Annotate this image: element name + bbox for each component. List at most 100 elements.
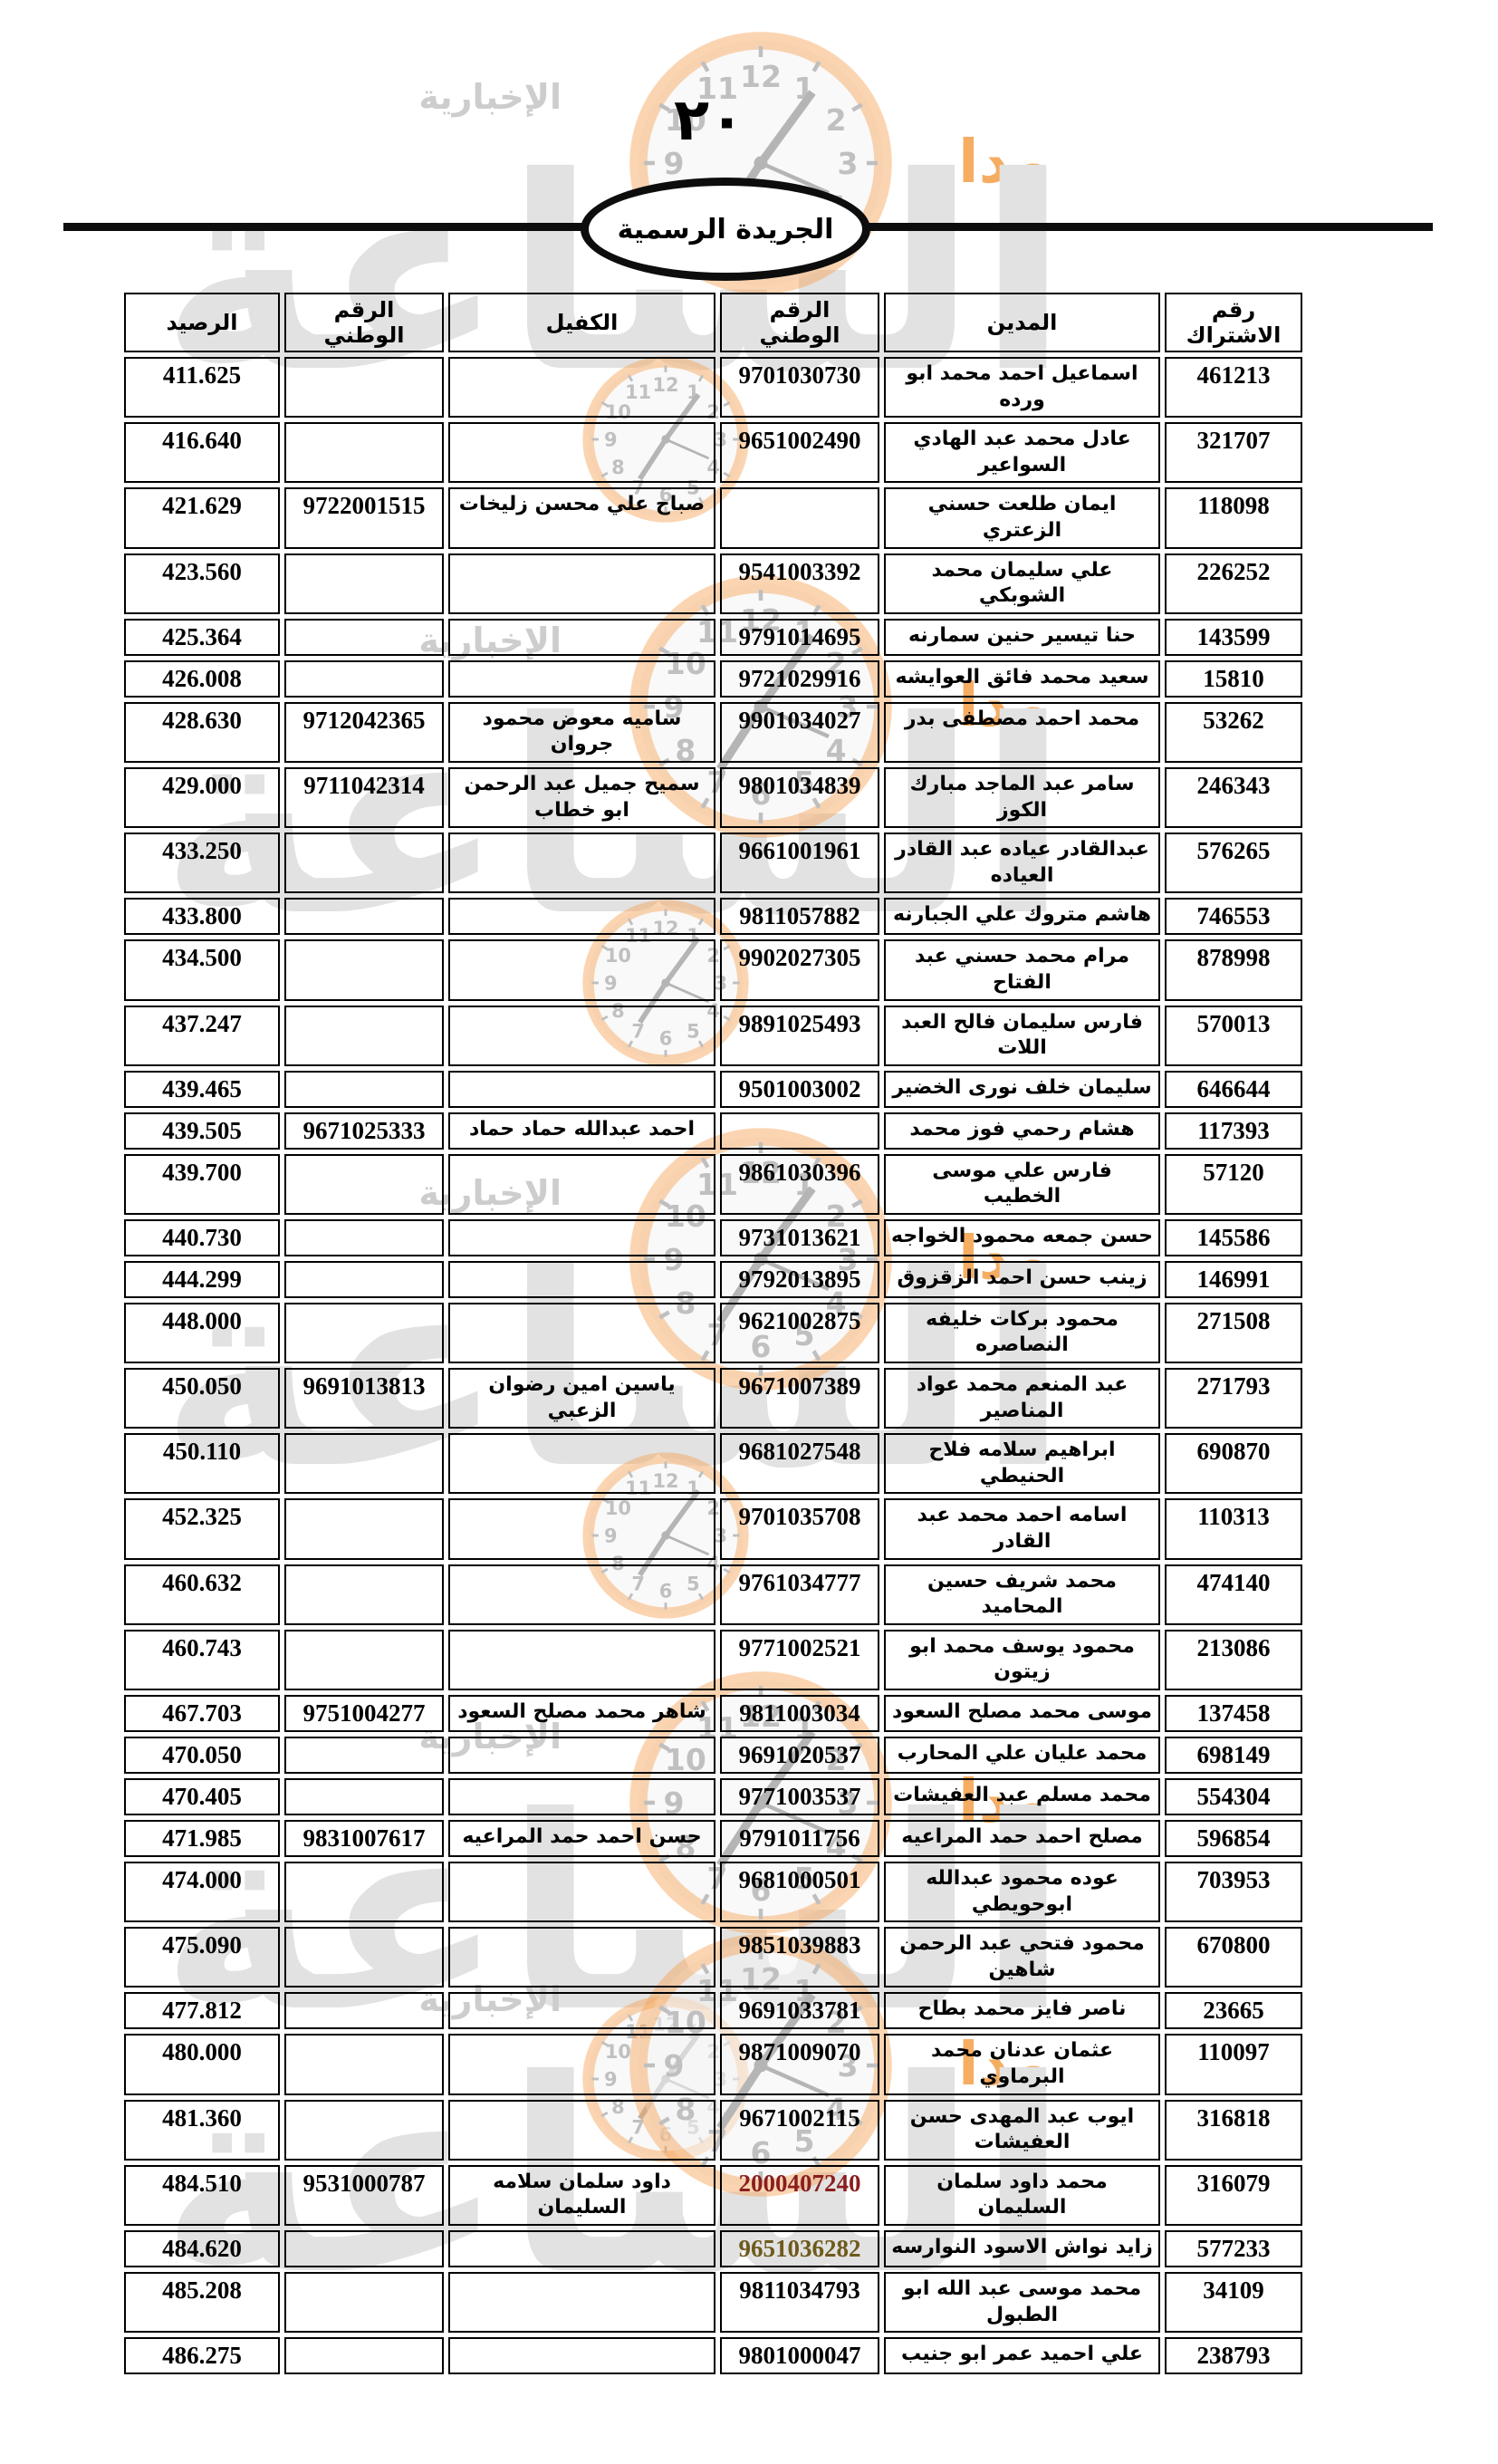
cell-debtor-national-id: 9691020537 — [720, 1737, 879, 1774]
table-row: 271793 عبد المنعم محمد عواد المناصير 96710… — [124, 1368, 1302, 1429]
cell-balance: 434.500 — [124, 939, 280, 1001]
cell-debtor-national-id: 2000407240 — [720, 2164, 879, 2226]
cell-subscription-number: 57120 — [1165, 1153, 1302, 1215]
cell-debtor-national-id: 9792013895 — [720, 1260, 879, 1298]
cell-guarantor-name — [448, 2229, 715, 2267]
cell-debtor-national-id: 9851039883 — [720, 1927, 879, 1988]
cell-guarantor-national-id — [284, 1218, 444, 1256]
cell-debtor-national-id: 9801034839 — [720, 766, 879, 829]
cell-debtor-name: محمود فتحي عبد الرحمن شاهين — [884, 1927, 1160, 1988]
cell-balance: 484.510 — [124, 2164, 280, 2226]
cell-balance: 433.800 — [124, 898, 280, 936]
cell-debtor-national-id: 9681000501 — [720, 1862, 879, 1923]
col-header-guarantor: الكفيل — [448, 293, 715, 352]
table-row: 746553 هاشم متروك علي الجبارنه 9811057882 … — [124, 898, 1302, 936]
cell-debtor-national-id: 9701030730 — [720, 357, 879, 419]
cell-balance: 460.632 — [124, 1564, 280, 1625]
cell-balance: 425.364 — [124, 618, 280, 656]
cell-debtor-national-id: 9771003537 — [720, 1778, 879, 1815]
cell-debtor-national-id: 9671002115 — [720, 2099, 879, 2161]
cell-subscription-number: 271793 — [1165, 1368, 1302, 1429]
cell-subscription-number: 316818 — [1165, 2099, 1302, 2161]
table-row: 698149 محمد عليان علي المحارب 9691020537 4… — [124, 1737, 1302, 1774]
cell-guarantor-national-id — [284, 2099, 444, 2161]
cell-debtor-national-id: 9891025493 — [720, 1005, 879, 1066]
cell-guarantor-national-id — [284, 1433, 444, 1495]
table-row: 226252 علي سليمان محمد الشوبكي 9541003392 … — [124, 553, 1302, 614]
cell-balance: 439.505 — [124, 1112, 280, 1150]
cell-guarantor-name — [448, 1433, 715, 1495]
cell-debtor-name: عادل محمد عبد الهادي السواعير — [884, 422, 1160, 484]
cell-subscription-number: 703953 — [1165, 1862, 1302, 1923]
table-row: 570013 فارس سليمان فالح العبد اللات 989102… — [124, 1005, 1302, 1066]
cell-debtor-name: علي احميد عمر ابو جنيب — [884, 2337, 1160, 2375]
col-header-debtor-national-id: الرقم الوطني — [720, 293, 879, 352]
cell-balance: 460.743 — [124, 1629, 280, 1690]
cell-debtor-national-id: 9621002875 — [720, 1302, 879, 1364]
table-row: 238793 علي احميد عمر ابو جنيب 9801000047 4… — [124, 2337, 1302, 2375]
cell-subscription-number: 145586 — [1165, 1218, 1302, 1256]
gazette-banner-title: الجريدة الرسمية — [617, 213, 834, 245]
cell-subscription-number: 110313 — [1165, 1498, 1302, 1560]
cell-subscription-number: 577233 — [1165, 2229, 1302, 2267]
cell-guarantor-national-id — [284, 1498, 444, 1560]
cell-balance: 471.985 — [124, 1820, 280, 1857]
cell-subscription-number: 34109 — [1165, 2271, 1302, 2334]
cell-guarantor-national-id — [284, 1070, 444, 1108]
cell-guarantor-national-id — [284, 1992, 444, 2030]
cell-balance: 452.325 — [124, 1498, 280, 1560]
cell-guarantor-name — [448, 898, 715, 936]
cell-guarantor-name: ساميه معوض محمود جروان — [448, 701, 715, 763]
cell-guarantor-name: سميح جميل عبد الرحمن ابو خطاب — [448, 766, 715, 829]
cell-subscription-number: 146991 — [1165, 1260, 1302, 1298]
table-row: 646644 سليمان خلف نورى الخضير 9501003002 4… — [124, 1070, 1302, 1108]
cell-debtor-name: ايمان طلعت حسني الزعتري — [884, 487, 1160, 549]
col-header-guarantor-national-id: الرقم الوطني — [284, 293, 444, 352]
col-header-balance: الرصيد — [124, 293, 280, 352]
cell-balance: 467.703 — [124, 1695, 280, 1732]
cell-balance: 484.620 — [124, 2229, 280, 2267]
cell-subscription-number: 15810 — [1165, 659, 1302, 698]
svg-text:2: 2 — [826, 102, 847, 138]
cell-debtor-name: فارس سليمان فالح العبد اللات — [884, 1005, 1160, 1066]
table-row: 246343 سامر عبد الماجد مبارك الكوز 9801034… — [124, 766, 1302, 829]
cell-balance: 481.360 — [124, 2099, 280, 2161]
cell-debtor-name: ابراهيم سلامه فلاح الحنيطي — [884, 1433, 1160, 1495]
cell-guarantor-national-id — [284, 1629, 444, 1690]
cell-guarantor-name: داود سلمان سلامه السليمان — [448, 2164, 715, 2226]
cell-debtor-name: محمود بركات خليفه النصاصره — [884, 1302, 1160, 1364]
cell-debtor-national-id: 9791014695 — [720, 618, 879, 656]
svg-text:3: 3 — [838, 146, 859, 181]
cell-guarantor-name: ياسين امين رضوان الزعبي — [448, 1368, 715, 1429]
cell-debtor-national-id: 9691033781 — [720, 1992, 879, 2030]
cell-debtor-name: ناصر فايز محمد بطاح — [884, 1992, 1160, 2030]
cell-guarantor-national-id — [284, 1862, 444, 1923]
cell-debtor-name: عوده محمود عبدالله ابوحويطي — [884, 1862, 1160, 1923]
cell-subscription-number: 117393 — [1165, 1112, 1302, 1150]
table-row: 146991 زينب حسن احمد الزقزوق 9792013895 44… — [124, 1260, 1302, 1298]
cell-guarantor-national-id — [284, 1778, 444, 1815]
table-row: 316818 ايوب عبد المهدى حسن العفيشات 967100… — [124, 2099, 1302, 2161]
cell-subscription-number: 698149 — [1165, 1737, 1302, 1774]
cell-debtor-name: اسماعيل احمد محمد ابو ورده — [884, 357, 1160, 419]
table-row: 878998 مرام محمد حسني عبد الفتاح 990202730… — [124, 939, 1302, 1001]
cell-guarantor-national-id — [284, 1302, 444, 1364]
cell-debtor-name: ايوب عبد المهدى حسن العفيشات — [884, 2099, 1160, 2161]
table-row: 577233 زايد نواش الاسود النوارسه 965103628… — [124, 2229, 1302, 2267]
cell-debtor-name: محمود يوسف محمد ابو زيتون — [884, 1629, 1160, 1690]
cell-debtor-national-id: 9671007389 — [720, 1368, 879, 1429]
cell-balance: 439.700 — [124, 1153, 280, 1215]
cell-guarantor-name — [448, 659, 715, 698]
cell-guarantor-name — [448, 1153, 715, 1215]
cell-balance: 470.405 — [124, 1778, 280, 1815]
cell-guarantor-national-id: 9671025333 — [284, 1112, 444, 1150]
cell-debtor-name: اسامه احمد محمد عبد القادر — [884, 1498, 1160, 1560]
debtors-table: رقم الاشتراك المدين الرقم الوطني الكفيل … — [120, 288, 1307, 2379]
cell-subscription-number: 690870 — [1165, 1433, 1302, 1495]
cell-balance: 437.247 — [124, 1005, 280, 1066]
cell-debtor-name: عثمان عدنان محمد البرماوي — [884, 2034, 1160, 2095]
cell-debtor-name: زينب حسن احمد الزقزوق — [884, 1260, 1160, 1298]
cell-subscription-number: 646644 — [1165, 1070, 1302, 1108]
cell-balance: 433.250 — [124, 833, 280, 894]
cell-debtor-name: سليمان خلف نورى الخضير — [884, 1070, 1160, 1108]
